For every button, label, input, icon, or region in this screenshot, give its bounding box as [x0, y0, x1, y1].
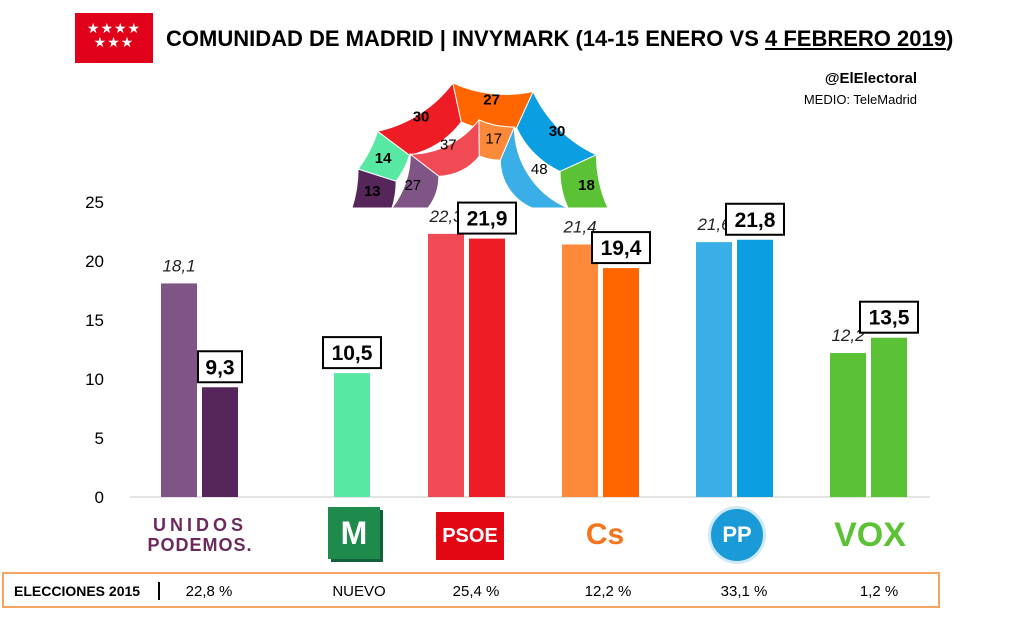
unidos-podemos-logo: UNIDOS PODEMOS. — [130, 505, 270, 565]
data-label-vox-febrero: 13,5 — [869, 307, 910, 330]
media-source: MEDIO: TeleMadrid — [803, 92, 917, 107]
data-label-cs-febrero: 19,4 — [601, 237, 642, 260]
seat-arc-outer-podemos — [351, 168, 397, 209]
seat-hemicycle: 13 14 30 27 30 18 27 37 17 48 — [351, 81, 609, 209]
seat-label-outer-vox: 18 — [578, 177, 595, 194]
page-title: COMUNIDAD DE MADRID | INVYMARK (14-15 EN… — [166, 26, 953, 52]
data-label-podemos-febrero: 9,3 — [205, 356, 234, 379]
cs-logo: Cs — [580, 505, 630, 565]
data-label-pp-febrero: 21,8 — [735, 209, 776, 232]
bar-psoe-febrero — [469, 238, 505, 497]
logo-text-psoe: PSOE — [442, 524, 498, 547]
psoe-logo: PSOE — [436, 512, 504, 560]
data-label-podemos-enero: 18,1 — [162, 256, 195, 275]
y-tick-label: 5 — [95, 429, 104, 448]
seat-label-inner-cs: 17 — [485, 130, 502, 147]
flag-stars: ★★★★ ★★★ — [86, 20, 142, 50]
seat-label-inner-psoe: 37 — [440, 136, 457, 153]
result-2015-pp: 33,1 % — [720, 583, 768, 600]
seat-arc-inner-pp — [499, 126, 569, 209]
elections-2015-row: ELECCIONES 2015 22,8 % NUEVO 25,4 % 12,2… — [2, 572, 940, 608]
data-label-box-mas-madrid — [322, 336, 382, 370]
logo-text-pp: PP — [722, 522, 752, 547]
seat-arc-outer-psoe — [376, 81, 462, 156]
title-date: 4 FEBRERO 2019 — [765, 26, 946, 51]
data-label-mas-madrid-febrero: 10,5 — [332, 342, 373, 365]
bar-mas-madrid-febrero — [334, 373, 370, 497]
logo-text-mm: M — [340, 514, 368, 551]
data-label-vox-enero: 12,2 — [831, 326, 865, 345]
y-tick-label: 25 — [85, 193, 104, 212]
data-label-box-psoe — [457, 201, 517, 235]
title-main: COMUNIDAD DE MADRID | INVYMARK (14-15 EN… — [166, 26, 765, 51]
vox-logo: VOX — [830, 505, 910, 565]
y-tick-label: 15 — [85, 311, 104, 330]
seat-arc-inner-cs — [478, 119, 516, 161]
seat-label-outer-podemos: 13 — [364, 183, 381, 200]
logo-text-unidos: UNIDOS — [152, 515, 247, 535]
logo-text-vox: VOX — [834, 515, 906, 554]
bar-podemos-enero — [161, 283, 197, 497]
bar-podemos-febrero — [202, 387, 238, 497]
bar-pp-febrero — [737, 239, 773, 497]
seat-label-inner-podemos: 27 — [404, 177, 421, 194]
result-2015-cs: 12,2 % — [584, 583, 632, 600]
y-tick-label: 0 — [95, 488, 104, 507]
pp-logo: PP — [705, 505, 769, 565]
logo-text-podemos: PODEMOS. — [147, 535, 253, 555]
y-tick-label: 10 — [85, 370, 104, 389]
seat-label-outer-mas-madrid: 14 — [375, 150, 392, 167]
seat-arc-outer-vox — [559, 154, 609, 209]
y-tick-label: 20 — [85, 252, 104, 271]
result-2015-mas-madrid: NUEVO — [332, 583, 386, 600]
label-separator — [158, 582, 160, 600]
result-2015-vox: 1,2 % — [859, 583, 899, 600]
mas-madrid-logo: M — [328, 507, 380, 559]
data-label-pp-enero: 21,6 — [696, 215, 731, 234]
elections-2015-label: ELECCIONES 2015 — [14, 583, 141, 599]
seat-label-inner-pp: 48 — [531, 161, 548, 178]
seat-label-outer-pp: 30 — [549, 123, 566, 140]
bar-vox-enero — [830, 353, 866, 497]
result-2015-psoe: 25,4 % — [452, 583, 500, 600]
bar-psoe-enero — [428, 233, 464, 498]
pp-logo-circle: PP — [708, 506, 766, 564]
bar-vox-febrero — [871, 337, 907, 497]
result-2015-podemos: 22,8 % — [185, 583, 233, 600]
bar-cs-febrero — [603, 268, 639, 497]
data-label-psoe-enero: 22,3 — [428, 207, 463, 226]
seat-label-outer-cs: 27 — [483, 92, 500, 109]
data-label-psoe-febrero: 21,9 — [467, 208, 508, 231]
data-label-box-pp — [725, 202, 785, 236]
seat-label-outer-psoe: 30 — [413, 108, 430, 125]
data-label-box-cs — [591, 231, 651, 265]
madrid-flag: ★★★★ ★★★ — [75, 13, 153, 63]
brand-handle: @ElElectoral — [824, 70, 917, 87]
data-label-box-podemos — [197, 350, 243, 384]
seat-arc-inner-psoe — [408, 118, 480, 177]
bar-pp-enero — [696, 242, 732, 497]
seat-arc-outer-mas-madrid — [357, 130, 411, 182]
title-close: ) — [945, 26, 954, 51]
bar-cs-enero — [562, 244, 598, 497]
logo-text-cs: Cs — [585, 518, 625, 551]
data-label-box-vox — [859, 300, 919, 334]
seat-arc-outer-pp — [516, 90, 598, 172]
data-label-cs-enero: 21,4 — [562, 217, 596, 236]
